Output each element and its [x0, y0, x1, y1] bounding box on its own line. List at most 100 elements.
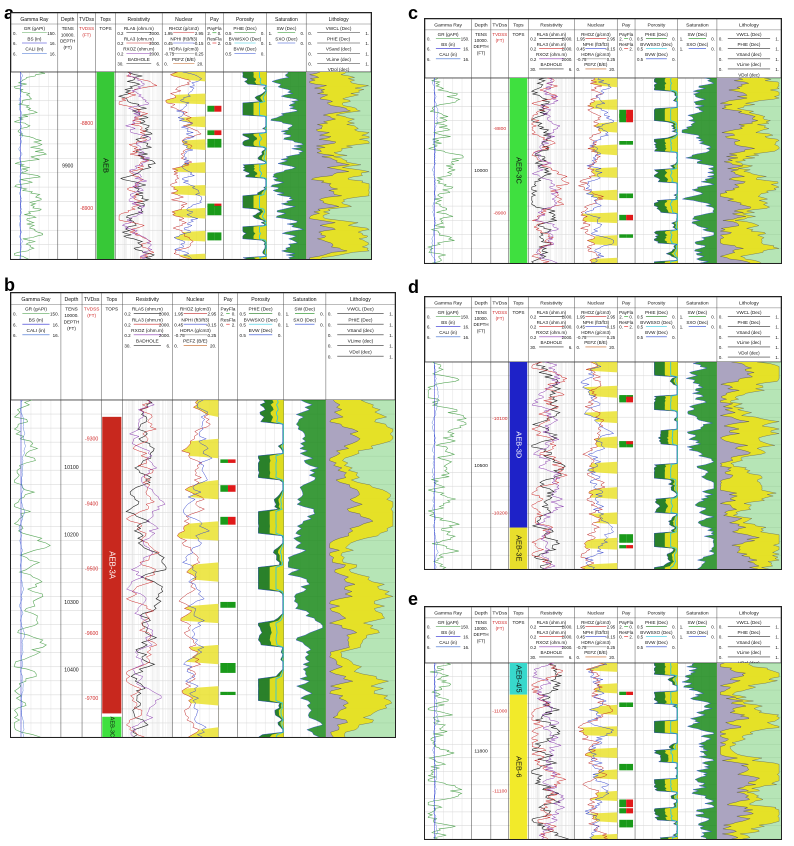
resistivity-curve-min: 0.2	[530, 325, 537, 330]
resistivity-curve-name: RXOZ (ohm.m)	[123, 47, 155, 52]
col-title: Tops	[100, 17, 111, 23]
lithology-curve-name: VWCL (Dec)	[736, 32, 762, 37]
pay-curve-min: 0.	[619, 47, 623, 52]
lithology-curve-max: 1.	[775, 345, 779, 350]
porosity-curve-name: PHIE (Dec)	[645, 310, 668, 315]
gamma-curve-name: CALI (in)	[439, 330, 457, 335]
lithology-curve-min: 0.	[719, 325, 723, 330]
lithology-curve-min: 0.	[328, 354, 332, 359]
nuclear-curve-max: 0.25	[607, 335, 616, 340]
nuclear-curve-min: -0.75	[577, 335, 587, 340]
depth-header: TENS	[475, 32, 487, 37]
pay-curve-min: 2.	[619, 37, 623, 42]
formation-top-label: AEB-3A	[108, 551, 117, 580]
pay-curve-name: PayFla	[619, 32, 634, 37]
nuclear-curve-min: 0.45	[577, 635, 586, 640]
lithology-curve-min: 0.	[719, 37, 723, 42]
lithology-curve-min: 0.	[719, 645, 723, 650]
lithology-curve-min: 0.	[719, 315, 723, 320]
tvd-depth-label: -9700	[85, 696, 98, 702]
phie-curve	[653, 663, 678, 839]
lithology-curve-max: 1.	[365, 62, 369, 67]
col-title: Depth	[61, 17, 75, 23]
lithology-curve-name: VLime (dec)	[326, 57, 351, 62]
saturation-curve-min: 1.	[680, 325, 684, 330]
resistivity-curve-name: RLA3 (ohm.m)	[537, 42, 567, 47]
res-shallow-curve	[531, 662, 567, 839]
formation-top-1	[509, 694, 528, 839]
nuclear-curve-min: 0.45	[577, 47, 586, 52]
resistivity-curve-min: 30.	[530, 655, 536, 660]
col-title: TVDss	[492, 301, 507, 307]
caliper-curve	[18, 71, 23, 259]
saturation-curve-name: SXO (Dec)	[293, 317, 316, 323]
gamma-curve-min: 6.	[13, 322, 17, 327]
sw-curve	[686, 361, 715, 569]
tvd-depth-label: -9300	[85, 437, 98, 443]
depth-header: (FT)	[63, 45, 72, 50]
lithology-curve-max: 1.	[389, 344, 393, 349]
log-panel-c: Gamma Ray Depth TVDss Tops Resistivity Nuclea…	[424, 18, 782, 264]
phie-curve	[242, 72, 267, 259]
gamma-curve-max: 16.	[463, 335, 469, 340]
col-title: Gamma Ray	[20, 17, 49, 23]
gamma-curve-max: 16.	[53, 333, 59, 338]
resistivity-curve-min: 0.2	[124, 322, 131, 327]
porosity-curve-name: PHIE (Dec)	[249, 307, 274, 313]
col-title: Saturation	[293, 297, 317, 303]
resistivity-curve-min: 0.2	[117, 41, 124, 46]
gamma-curve-max: 150.	[461, 37, 469, 42]
resistivity-curve-name: RLA5 (ohm.m)	[132, 307, 163, 313]
tvd-header: TVDSS	[492, 620, 507, 625]
resistivity-curve-max: 2000.	[149, 51, 160, 56]
gamma-curve-max: 16.	[53, 322, 59, 327]
panel-label-d: d	[408, 277, 419, 297]
tvd-depth-label: -9400	[85, 502, 98, 508]
resistivity-curve-min: 0.2	[530, 335, 537, 340]
nuclear-curve-name: RHOZ (g/cm3)	[581, 32, 611, 37]
porosity-curve-min: 0.5	[240, 322, 247, 327]
lithology-curve-name: PHIE (Dec)	[737, 630, 760, 635]
lithology-curve-min: 0.	[719, 67, 723, 72]
nuclear-curve-name: HDRA (g/cm3)	[581, 640, 611, 645]
md-depth-label: 10100	[64, 465, 79, 471]
pay-curve-name: PayFla	[221, 307, 236, 313]
pay-curve-max: 0.	[629, 315, 633, 320]
porosity-curve-max: 0.	[672, 325, 676, 330]
porosity-curve-name: BVWSXO (Dec)	[244, 317, 278, 323]
gamma-curve-min: 0.	[427, 315, 431, 320]
tvd-header: TVDSS	[84, 307, 100, 312]
lithology-curve-max: 1.	[775, 625, 779, 630]
porosity-curve-min: 0.5	[637, 325, 644, 330]
porosity-curve-name: PHIE (Dec)	[233, 26, 257, 31]
log-panel-b: Gamma Ray Depth TVDss Tops Resistivity Nuclea…	[10, 292, 396, 738]
porosity-curve-max: 0.	[672, 315, 676, 320]
pay-curve-name: PayFla	[619, 310, 634, 315]
resistivity-curve-min: 30.	[117, 62, 123, 67]
formation-top-0	[509, 362, 528, 528]
formation-top-label: AEB-3E	[514, 535, 523, 561]
resistivity-curve-name: RLA5 (ohm.m)	[537, 310, 567, 315]
saturation-fill	[288, 400, 326, 737]
depth-header: DEPTH	[474, 322, 489, 327]
lithology-curve-name: VLime (dec)	[737, 650, 762, 655]
neutron-curve	[181, 399, 213, 737]
res-xo-curve	[531, 77, 561, 263]
resistivity-curve-max: 6.	[569, 67, 573, 72]
resistivity-curve-min: 30.	[530, 345, 536, 350]
pay-curve-min: 0.	[619, 635, 623, 640]
neutron-curve	[584, 662, 615, 839]
porosity-curve-max: 0.	[261, 41, 265, 46]
nuclear-curve-max: 20.	[609, 67, 615, 72]
pay-curve-name: ResFla	[619, 320, 634, 325]
saturation-curve-min: 1.	[680, 315, 684, 320]
col-title: Pay	[210, 17, 219, 23]
resistivity-curve-max: 2000.	[562, 625, 573, 630]
lithology-curve-max: 1.	[365, 41, 369, 46]
nuclear-curve-max: 0.25	[607, 645, 616, 650]
pay-curve-min: 2.	[220, 312, 224, 317]
pay-curve-max: 2.	[629, 47, 633, 52]
resistivity-curve-max: 6.	[157, 62, 161, 67]
pay-curve-name: ResFla	[207, 36, 222, 41]
resistivity-curve-min: 0.2	[117, 51, 124, 56]
